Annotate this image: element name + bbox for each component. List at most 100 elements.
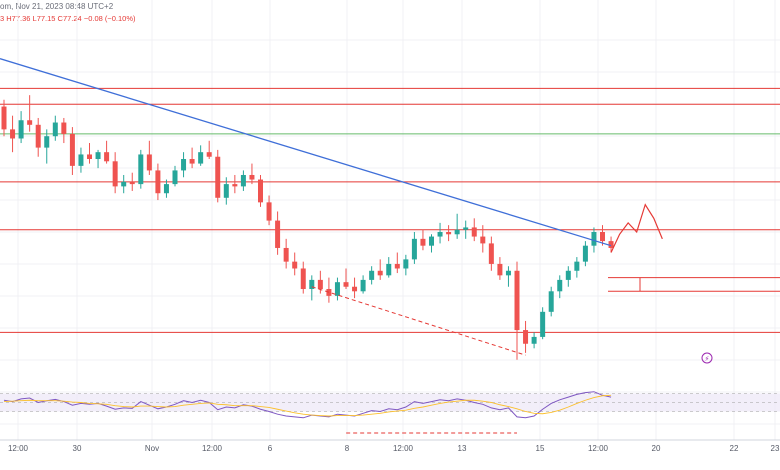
candle-body [326,289,332,296]
candle-body [155,170,161,194]
candle-body [514,270,520,331]
candle-body [480,236,486,244]
descending-trendline [0,58,612,247]
candle-body [446,232,452,235]
candle-body [582,245,588,262]
rsi-signal-line [3,394,612,417]
candle-body [574,261,580,271]
candle-body [104,152,110,162]
x-tick-label: 12:00 [202,444,223,453]
candle-body [437,232,443,237]
candle-body [309,279,315,290]
candle-body [181,159,187,171]
candle-body [69,133,75,166]
x-tick-label: 23 [771,444,780,453]
rsi-line [3,391,612,419]
candle-body [87,154,92,160]
trendlines [0,58,663,356]
candle-body [215,156,221,198]
candle-body [565,270,571,280]
candle-body [266,202,272,221]
candle-body [27,120,33,125]
x-axis: 12:00 30 Nov 12:00 6 8 12:00 13 15 12:00 20 22 23 [8,444,780,453]
candle-body [377,270,383,276]
x-tick-label: 12:00 [588,444,609,453]
candle-body [454,229,460,235]
candle-body [343,282,349,287]
candle-body [138,154,144,185]
rsi-panel [0,391,780,441]
candle-body [420,238,426,246]
grid [0,0,780,440]
candle-body [52,122,58,137]
candle-body [600,232,605,242]
support-trendline [311,286,526,356]
candle-body [300,268,306,290]
candle-body [163,184,169,194]
candle-body [35,124,41,148]
candle-body [540,311,546,337]
candle-body [369,270,375,280]
candle-body [317,279,323,290]
candle-body [189,159,195,164]
candle-body [112,161,118,187]
x-tick-label: 20 [652,444,661,453]
candle-body [352,286,358,292]
candle-body [411,238,417,260]
x-tick-label: 12:00 [8,444,29,453]
candle-body [172,170,178,185]
alert-marker[interactable]: ⚡ [701,352,713,364]
lightning-icon: ⚡ [705,355,710,363]
candle-body [334,282,340,296]
x-tick-label: 22 [730,444,739,453]
x-tick-label: 13 [458,444,467,453]
candle-body [78,154,84,166]
candle-body [557,279,563,292]
candle-body [360,279,366,292]
candle-body [471,227,477,237]
candle-body [223,184,229,198]
candle-body [548,291,554,312]
candle-body [591,232,597,246]
ohlc-readout: 3 H77.36 L77.15 C77.24 −0.08 (−0.10%) [0,14,136,23]
candle-body [283,247,289,262]
candle-body [275,220,281,248]
candle-body [394,263,400,269]
candle-body [292,261,298,269]
x-tick-label: 30 [73,444,82,453]
candle-body [44,136,50,148]
candle-body [505,270,511,276]
candle-body [232,184,238,187]
x-tick-label: 8 [345,444,350,453]
candle-body [403,259,409,269]
candle-body [608,241,614,248]
candle-body [61,122,67,134]
x-tick-label: 6 [268,444,273,453]
candle-body [258,179,263,203]
candle-body [206,152,212,157]
candle-body [240,174,246,187]
candle-body [463,227,469,230]
candle-body [429,236,434,246]
candle-body [1,106,7,130]
candle-body [531,336,537,344]
candle-body [129,181,135,185]
projection-path [610,203,663,253]
candle-body [198,152,204,164]
candle-body [121,181,127,187]
chart-header-title: om, Nov 21, 2023 08:48 UTC+2 [0,2,114,11]
candle-body [18,120,24,139]
candles [1,95,614,360]
candle-body [95,152,101,160]
candle-body [386,263,392,276]
candle-body [146,154,152,171]
candle-body [249,174,255,180]
candle-body [488,243,494,264]
x-tick-label: 12:00 [393,444,414,453]
candle-body [523,330,529,344]
x-tick-label: 15 [536,444,545,453]
x-tick-label: Nov [145,444,159,453]
candle-body [497,263,503,276]
candle-body [10,129,16,139]
